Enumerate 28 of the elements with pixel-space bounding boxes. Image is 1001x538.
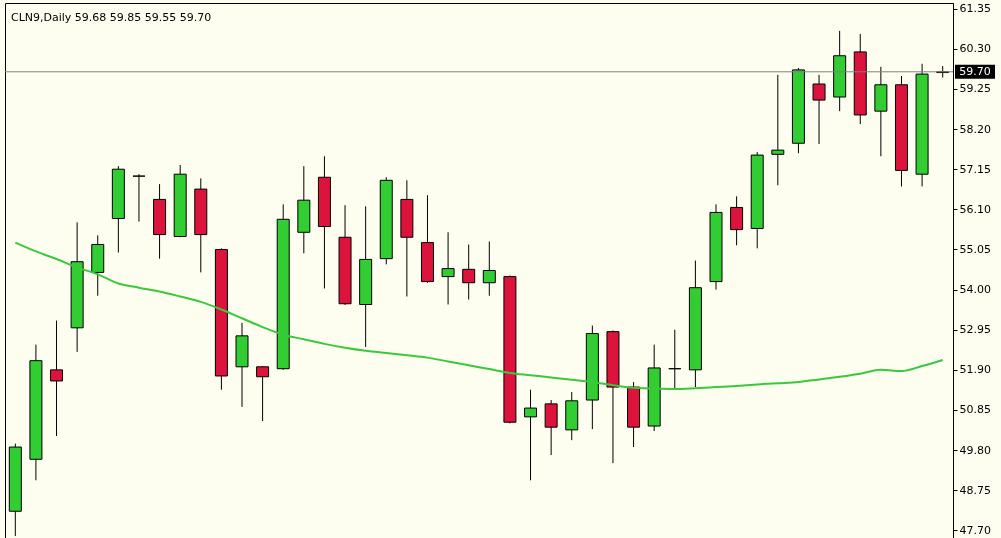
y-tick-label: 47.70 xyxy=(959,523,991,537)
text: CLN9,Daily 59.68 59.85 59.55 59.70 xyxy=(11,10,212,24)
candlestick xyxy=(462,244,476,301)
y-tick-label: 48.75 xyxy=(959,483,991,497)
candlestick xyxy=(256,365,270,422)
y-tick-label: 57.15 xyxy=(959,162,991,176)
candlestick xyxy=(50,320,64,437)
y-tick-label: 51.90 xyxy=(959,363,991,377)
candlestick xyxy=(482,240,496,297)
ref-line-label: 59.70 xyxy=(959,64,991,78)
candlestick xyxy=(441,231,455,306)
y-tick-label: 56.10 xyxy=(959,202,991,216)
candlestick xyxy=(668,329,682,391)
candlestick xyxy=(524,389,538,481)
y-tick-label: 61.35 xyxy=(959,2,991,16)
candlestick xyxy=(812,74,826,145)
candlestick xyxy=(771,74,785,186)
y-tick-label: 60.30 xyxy=(959,42,991,56)
y-tick-label: 55.05 xyxy=(959,242,991,256)
y-tick-label: 54.00 xyxy=(959,283,991,297)
candlestick xyxy=(132,173,146,223)
y-tick-label: 49.80 xyxy=(959,443,991,457)
candlestick xyxy=(544,399,558,456)
y-tick-label: 50.85 xyxy=(959,403,991,417)
candlestick xyxy=(730,195,744,246)
y-tick-label: 59.25 xyxy=(959,82,991,96)
y-tick-label: 52.95 xyxy=(959,323,991,337)
y-tick-label: 58.20 xyxy=(959,122,991,136)
